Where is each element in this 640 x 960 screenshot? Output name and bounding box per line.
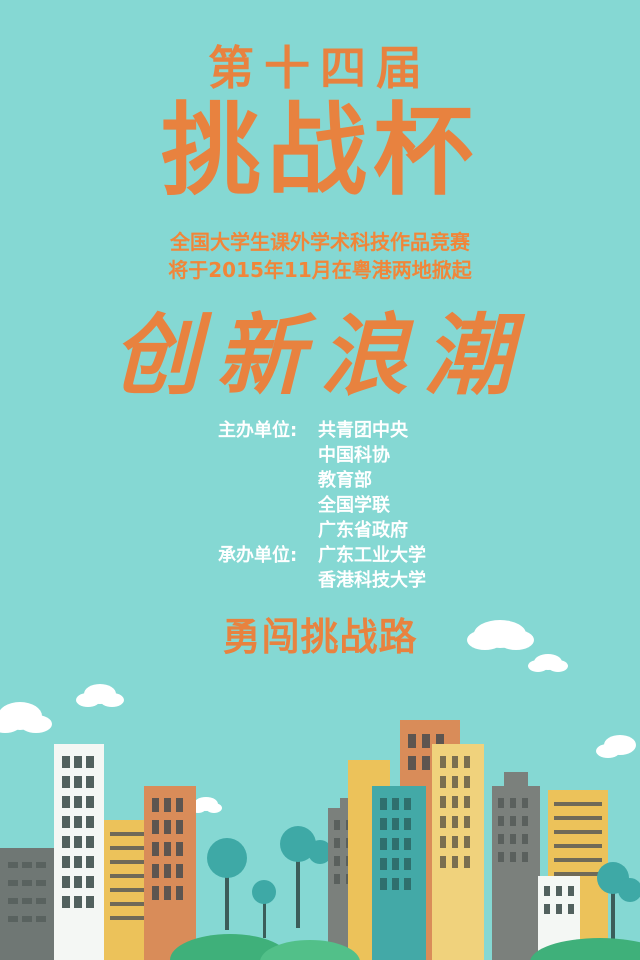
cloud-icon bbox=[528, 654, 568, 672]
hill bbox=[170, 934, 290, 960]
building bbox=[54, 744, 104, 960]
building bbox=[432, 744, 484, 960]
cup-title: 挑战杯 bbox=[161, 91, 479, 209]
building bbox=[372, 786, 426, 960]
event-date-location: 将于2015年11月在粤港两地掀起 bbox=[168, 258, 472, 282]
building bbox=[492, 772, 540, 960]
undertaker-item: 广东工业大学 bbox=[318, 545, 426, 566]
organizer-list: 主办单位: 共青团中央 中国科协 教育部 全国学联 广东省政府 承办单位: 广东工业… bbox=[218, 418, 426, 593]
slogan-title: 创新浪潮 bbox=[111, 303, 528, 407]
cloud-icon bbox=[76, 684, 124, 707]
host-item: 广东省政府 bbox=[318, 520, 408, 541]
building bbox=[144, 786, 196, 960]
host-item: 全国学联 bbox=[318, 495, 390, 516]
cloud-icon bbox=[0, 702, 52, 733]
host-item: 中国科协 bbox=[318, 445, 390, 466]
host-item: 教育部 bbox=[318, 470, 372, 491]
motto-text: 勇闯挑战路 bbox=[222, 615, 418, 659]
cloud-icon bbox=[596, 735, 636, 758]
host-label: 主办单位: bbox=[218, 420, 298, 441]
undertaker-item: 香港科技大学 bbox=[318, 570, 426, 591]
building bbox=[0, 848, 56, 960]
hill bbox=[530, 938, 640, 960]
host-item: 共青团中央 bbox=[318, 420, 408, 441]
tree bbox=[207, 826, 332, 938]
hill bbox=[260, 940, 360, 960]
cloud-icon bbox=[467, 620, 534, 650]
tree bbox=[597, 862, 640, 940]
edition-title: 第十四届 bbox=[208, 41, 432, 95]
competition-name: 全国大学生课外学术科技作品竞赛 bbox=[170, 230, 470, 254]
undertaker-label: 承办单位: bbox=[218, 545, 298, 566]
